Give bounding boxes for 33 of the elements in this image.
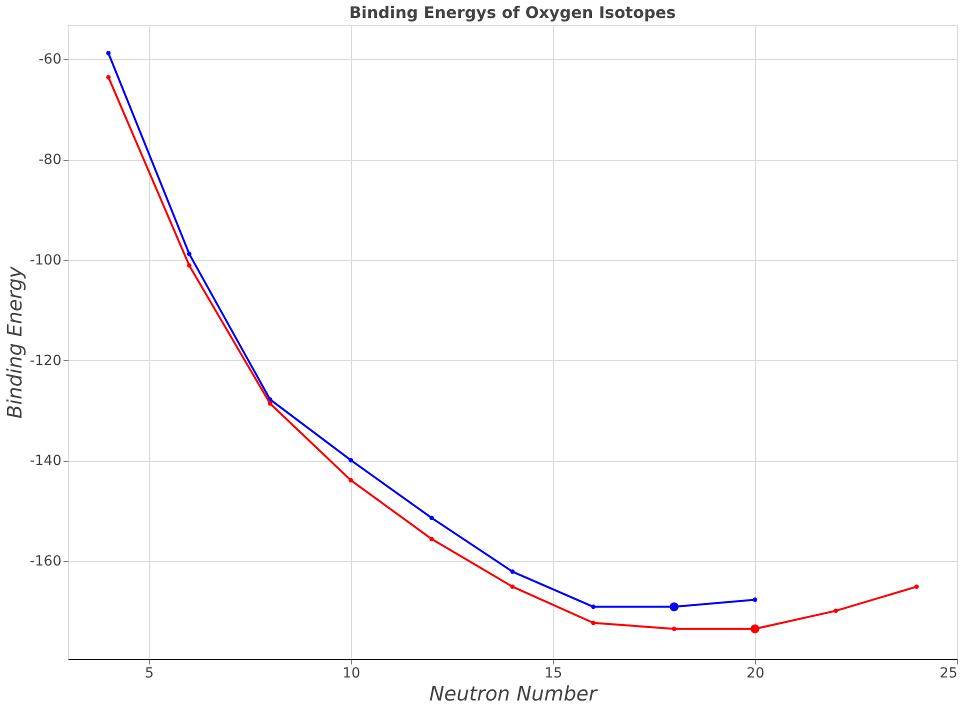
point xyxy=(268,401,272,406)
point xyxy=(429,536,434,542)
x-tick-label: 5 xyxy=(144,666,154,682)
y-axis-title: Binding Energy xyxy=(2,265,27,419)
y-tick-label: -120 xyxy=(30,352,62,369)
point xyxy=(106,74,111,80)
point xyxy=(106,50,111,56)
point xyxy=(591,604,596,610)
point xyxy=(186,252,192,256)
x-axis-title: Neutron Number xyxy=(429,682,599,706)
point xyxy=(672,626,676,632)
point xyxy=(429,516,434,520)
point xyxy=(752,598,758,602)
point xyxy=(510,569,515,574)
x-tick-label: 10 xyxy=(342,666,360,682)
x-tick-label: 25 xyxy=(940,666,958,682)
y-tick-label: -140 xyxy=(30,453,62,470)
point xyxy=(750,624,760,634)
point xyxy=(670,602,679,612)
point xyxy=(348,478,354,483)
point xyxy=(348,458,354,462)
point xyxy=(591,620,596,626)
point xyxy=(510,584,515,589)
point xyxy=(914,584,919,589)
chart-title: Binding Energys of Oxygen Isotopes xyxy=(349,3,676,22)
x-tick-label: 15 xyxy=(544,666,562,682)
point xyxy=(834,608,838,614)
x-tick-label: 20 xyxy=(746,666,764,682)
y-tick-label: -80 xyxy=(38,152,62,168)
y-tick-label: -100 xyxy=(30,252,62,268)
point xyxy=(186,263,192,268)
y-tick-label: -160 xyxy=(30,554,62,570)
y-tick-label: -60 xyxy=(38,52,62,68)
